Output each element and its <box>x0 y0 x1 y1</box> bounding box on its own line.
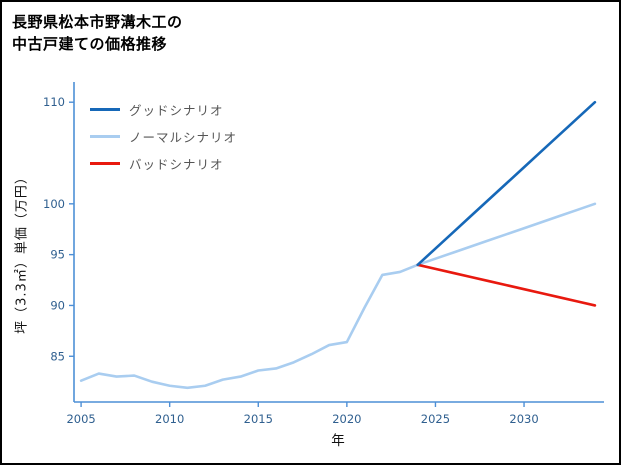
legend-line-swatch <box>90 108 120 111</box>
svg-text:100: 100 <box>43 197 65 211</box>
series-line-0 <box>416 100 597 267</box>
series-line-2 <box>416 263 597 307</box>
chart-title: 長野県松本市野溝木工の 中古戸建ての価格推移 <box>12 12 183 56</box>
y-axis-label: 坪（3.3㎡）単価（万円） <box>14 170 30 334</box>
legend-label: グッドシナリオ <box>129 103 224 118</box>
legend-line-swatch <box>90 162 120 165</box>
series-line-1 <box>79 202 597 390</box>
line-chart-canvas: 2005 2010 2015 2020 2025 2030 85 90 95 100 110 <box>43 82 604 426</box>
legend-item-0: グッドシナリオ <box>90 96 237 123</box>
legend-label: バッドシナリオ <box>129 157 224 172</box>
svg-text:2015: 2015 <box>244 412 273 426</box>
legend-item-1: ノーマルシナリオ <box>90 123 237 150</box>
chart-title-line1: 長野県松本市野溝木工の <box>12 13 183 31</box>
svg-text:2030: 2030 <box>509 412 538 426</box>
chart-title-line2: 中古戸建ての価格推移 <box>12 34 168 53</box>
svg-text:90: 90 <box>50 298 65 312</box>
legend-label: ノーマルシナリオ <box>129 130 238 145</box>
svg-text:110: 110 <box>43 95 65 109</box>
svg-text:2020: 2020 <box>332 412 361 426</box>
svg-text:95: 95 <box>50 248 65 262</box>
chart-area: 2005 2010 2015 2020 2025 2030 85 90 95 100 110 坪（3… <box>2 62 619 463</box>
legend-item-2: バッドシナリオ <box>90 150 237 177</box>
legend: グッドシナリオ ノーマルシナリオ バッドシナリオ <box>88 94 244 179</box>
svg-text:85: 85 <box>50 349 65 363</box>
legend-line-swatch <box>90 135 120 138</box>
svg-text:2025: 2025 <box>421 412 450 426</box>
svg-text:2010: 2010 <box>155 412 184 426</box>
svg-text:2005: 2005 <box>66 412 95 426</box>
x-axis-label: 年 <box>331 433 345 449</box>
